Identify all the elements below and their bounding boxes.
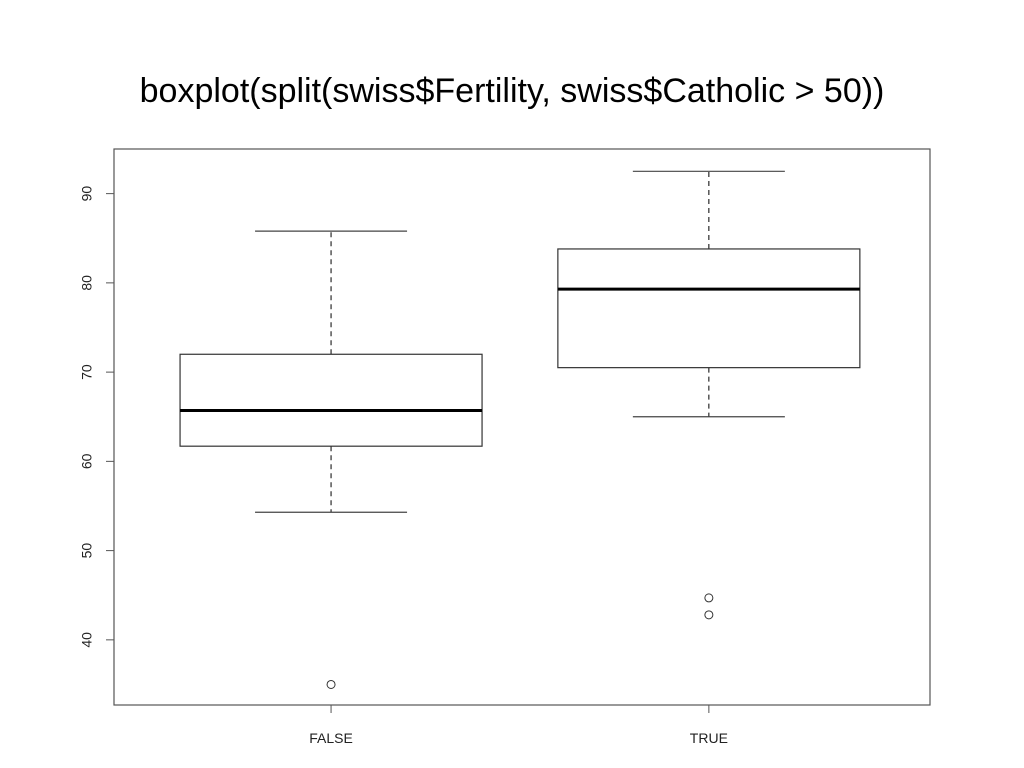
- x-tick-label: TRUE: [690, 730, 728, 746]
- box-false: [179, 230, 483, 689]
- y-tick-label: 40: [79, 632, 95, 648]
- outlier-point: [704, 593, 714, 603]
- iqr-box: [179, 353, 483, 447]
- x-axis: FALSE TRUE: [309, 705, 728, 746]
- y-tick-label: 80: [79, 275, 95, 291]
- y-axis: 40 50 60 70 80 90: [79, 186, 114, 648]
- outlier-point: [326, 679, 336, 689]
- y-tick-label: 60: [79, 453, 95, 469]
- boxes-layer: [179, 170, 861, 689]
- y-tick-label: 90: [79, 186, 95, 202]
- y-tick-label: 70: [79, 364, 95, 380]
- slide-title: boxplot(split(swiss$Fertility, swiss$Cat…: [139, 72, 885, 110]
- plot-frame: [113, 148, 931, 706]
- box-true: [557, 170, 861, 620]
- x-tick-label: FALSE: [309, 730, 353, 746]
- iqr-box: [557, 248, 861, 369]
- outlier-point: [704, 610, 714, 620]
- y-tick-label: 50: [79, 543, 95, 559]
